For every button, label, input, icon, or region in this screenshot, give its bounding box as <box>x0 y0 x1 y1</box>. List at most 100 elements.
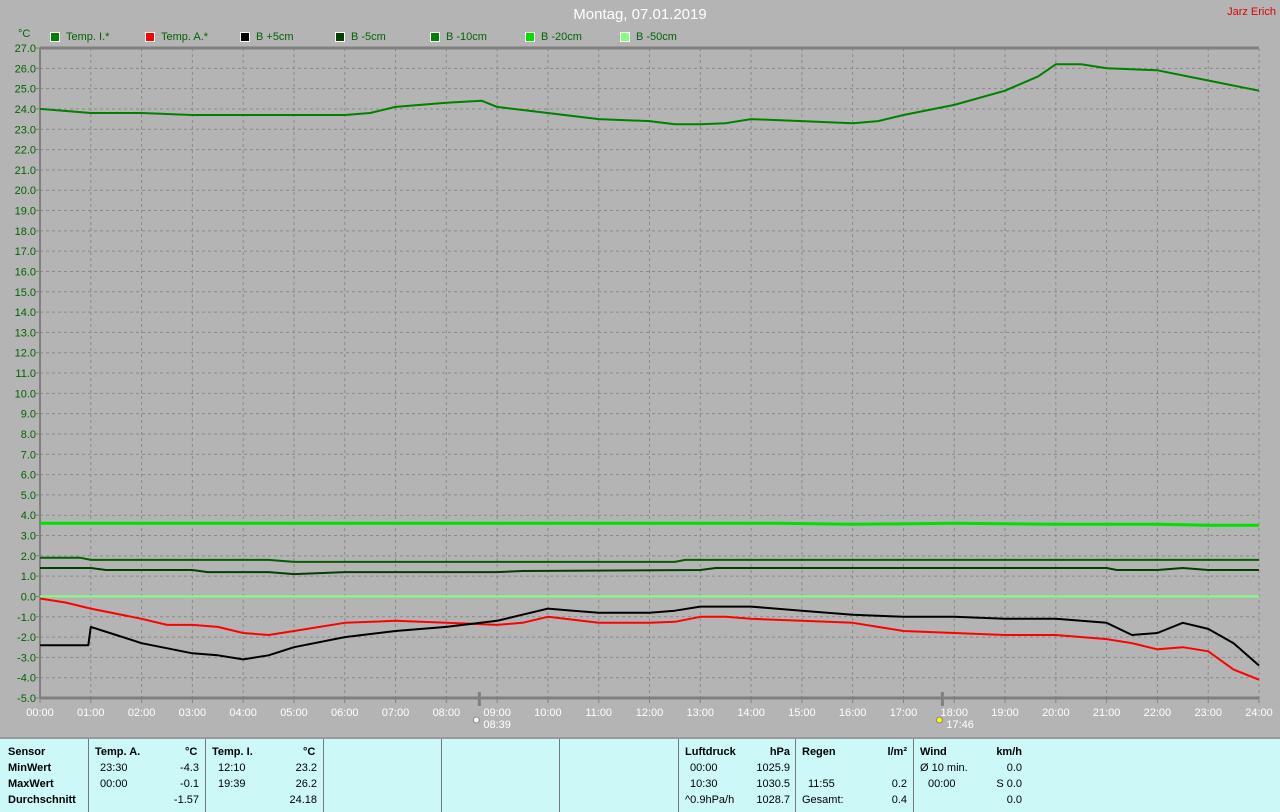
x-tick-label: 10:00 <box>534 707 562 719</box>
legend-swatch <box>50 32 60 42</box>
legend-label: Temp. I.* <box>66 31 110 43</box>
legend-item: Temp. A.* <box>145 31 208 43</box>
y-tick-label: 10.0 <box>15 388 36 400</box>
max-label: MaxWert <box>8 778 54 790</box>
legend-label: Temp. A.* <box>161 31 209 43</box>
y-tick-label: -2.0 <box>17 632 36 644</box>
series-line-temp-a- <box>39 597 1260 681</box>
y-tick-label: 20.0 <box>15 185 36 197</box>
avg-label: Durchschnitt <box>8 794 76 806</box>
sensor-label: Sensor <box>8 746 46 758</box>
y-tick-label: -4.0 <box>17 673 36 685</box>
wind-avg: 0.0 <box>1006 762 1022 774</box>
series-line-b-20cm <box>40 521 1259 527</box>
x-tick-label: 19:00 <box>991 707 1019 719</box>
rain-title: Regen <box>802 746 836 758</box>
temp-i-min: 23.2 <box>295 762 317 774</box>
stats-panel: Sensor MinWert MaxWert Durchschnitt Temp… <box>0 737 1280 812</box>
legend-swatch <box>430 32 440 42</box>
x-tick-label: 21:00 <box>1093 707 1121 719</box>
y-tick-label: 14.0 <box>15 307 36 319</box>
temp-i-max: 26.2 <box>295 778 317 790</box>
y-tick-label: 5.0 <box>21 490 36 502</box>
legend-item: B -5cm <box>335 31 386 43</box>
wind-avg-label: Ø 10 min. <box>920 762 968 774</box>
sunrise-time: 08:39 <box>483 719 511 731</box>
temp-a-max: -0.1 <box>180 778 199 790</box>
legend-swatch <box>335 32 345 42</box>
y-tick-label: 23.0 <box>15 124 36 136</box>
y-tick-label: 15.0 <box>15 287 36 299</box>
y-tick-label: 12.0 <box>15 348 36 360</box>
chart-title: Montag, 07.01.2019 <box>573 6 707 23</box>
pressure-avg: 1028.7 <box>756 794 790 806</box>
sunrise-icon <box>472 716 480 724</box>
x-tick-label: 13:00 <box>687 707 715 719</box>
y-tick-label: -1.0 <box>17 612 36 624</box>
rain-total-label: Gesamt: <box>802 794 844 806</box>
x-tick-label: 08:00 <box>433 707 461 719</box>
legend-swatch <box>145 32 155 42</box>
y-tick-label: -3.0 <box>17 652 36 664</box>
temp-i-max-time: 19:39 <box>218 778 246 790</box>
pressure-max: 1030.5 <box>756 778 790 790</box>
legend-item: B -20cm <box>525 31 582 43</box>
legend-label: B -5cm <box>351 31 386 43</box>
legend-swatch <box>620 32 630 42</box>
rain-total: 0.4 <box>891 794 907 806</box>
x-tick-label: 23:00 <box>1194 707 1222 719</box>
temp-a-max-time: 00:00 <box>100 778 128 790</box>
x-tick-label: 00:00 <box>26 707 54 719</box>
legend-label: B -50cm <box>636 31 677 43</box>
y-tick-label: 8.0 <box>21 429 36 441</box>
x-tick-label: 22:00 <box>1144 707 1172 719</box>
legend-item: Temp. I.* <box>50 31 109 43</box>
temp-a-avg: -1.57 <box>173 794 199 806</box>
wind-title: Wind <box>920 746 947 758</box>
pressure-min-time: 00:00 <box>690 762 718 774</box>
x-tick-label: 18:00 <box>940 707 968 719</box>
x-tick-label: 12:00 <box>636 707 664 719</box>
temp-a-unit: °C <box>185 746 198 758</box>
x-tick-label: 03:00 <box>179 707 207 719</box>
wind-other: 0.0 <box>1006 794 1022 806</box>
wind-unit: km/h <box>996 746 1022 758</box>
y-tick-label: 25.0 <box>15 84 36 96</box>
temperature-chart: 27.0 26.0 25.0 24.0 23.0 22.0 21.0 20.0 19.0 18.0… <box>15 28 1273 731</box>
author-label: Jarz Erich <box>1227 6 1276 18</box>
x-tick-label: 02:00 <box>128 707 156 719</box>
y-tick-label: 9.0 <box>21 409 36 421</box>
pressure-min: 1025.9 <box>756 762 790 774</box>
temp-a-title: Temp. A. <box>95 746 141 758</box>
y-tick-label: 17.0 <box>15 246 36 258</box>
temp-a-min-time: 23:30 <box>100 762 128 774</box>
x-tick-label: 11:00 <box>585 707 612 719</box>
temp-i-unit: °C <box>303 746 316 758</box>
series-line-temp-i- <box>39 63 1260 126</box>
x-tick-label: 20:00 <box>1042 707 1070 719</box>
pressure-title: Luftdruck <box>685 746 736 758</box>
x-tick-label: 16:00 <box>839 707 867 719</box>
y-tick-label: 18.0 <box>15 226 36 238</box>
rain-max: 0.2 <box>891 778 907 790</box>
x-tick-label: 24:00 <box>1245 707 1273 719</box>
legend-swatch <box>240 32 250 42</box>
y-tick-label: 4.0 <box>21 510 36 522</box>
series-line-b-10cm <box>40 556 1259 563</box>
pressure-max-time: 10:30 <box>690 778 718 790</box>
x-tick-label: 01:00 <box>77 707 105 719</box>
y-tick-label: 1.0 <box>21 571 36 583</box>
temp-i-min-time: 12:10 <box>218 762 246 774</box>
temp-a-min: -4.3 <box>180 762 199 774</box>
legend-item: B -50cm <box>620 31 677 43</box>
x-tick-label: 17:00 <box>890 707 918 719</box>
temp-i-title: Temp. I. <box>212 746 253 758</box>
x-tick-label: 04:00 <box>229 707 257 719</box>
y-tick-label: 3.0 <box>21 531 36 543</box>
y-tick-label: 19.0 <box>15 206 36 218</box>
y-tick-label: 22.0 <box>15 145 36 157</box>
y-tick-label: -5.0 <box>17 693 36 705</box>
pressure-trend: ^0.9hPa/h <box>685 794 735 806</box>
y-tick-label: 11.0 <box>15 368 36 380</box>
y-tick-label: 7.0 <box>21 449 36 461</box>
